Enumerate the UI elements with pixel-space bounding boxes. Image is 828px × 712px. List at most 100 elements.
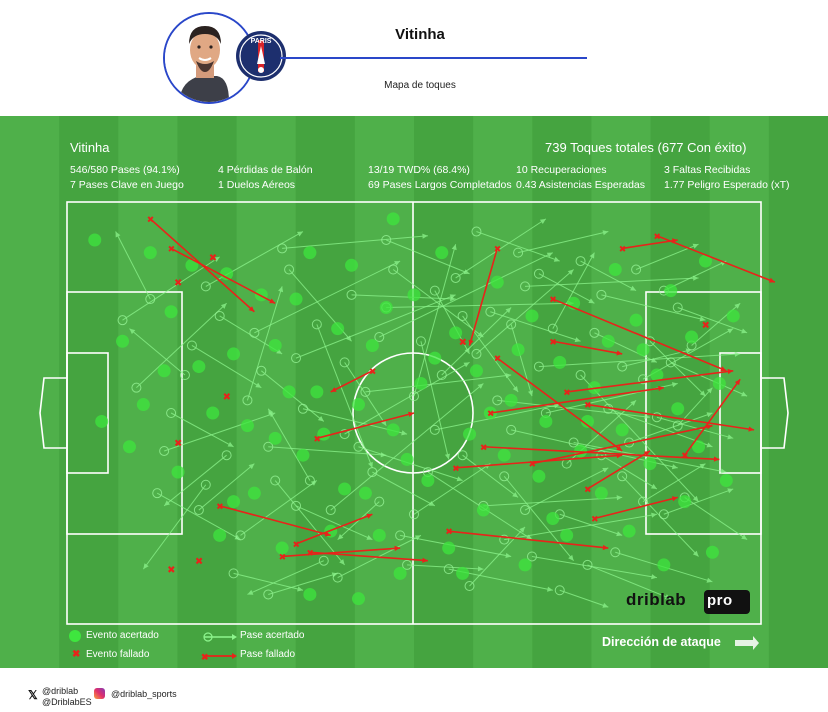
x-handle-primary[interactable]: @driblab (42, 686, 79, 696)
successful-pass-head (526, 534, 532, 540)
legend-event-fail-label: Evento fallado (86, 649, 150, 660)
failed-pass-head (671, 496, 678, 502)
successful-event-point (331, 322, 345, 336)
successful-pass-start (520, 281, 531, 292)
stat-passes: 546/580 Pases (94.1%) (70, 164, 180, 176)
successful-event-point (88, 233, 102, 247)
successful-pass (624, 412, 713, 448)
successful-pass-shaft (525, 277, 699, 287)
successful-pass (672, 302, 748, 334)
successful-pass (492, 395, 651, 420)
stat-expected-threat: 1.77 Peligro Esperado (xT) (664, 179, 790, 191)
failed-passes-layer: ✖ ✖ ✖ ✖ ✖ ✖ ✖ ✖ ✖ ✖ ✖ ✖ ✖ ✖ ✖ ✖ ✖ ✖ ✖ ✖ ✖ ✖ ✖ ✖ (147, 215, 776, 563)
successful-pass-shaft (434, 290, 470, 355)
successful-event-point (518, 558, 532, 572)
successful-pass (575, 256, 637, 292)
instagram-handle[interactable]: @driblab_sports (111, 689, 177, 699)
successful-pass-head (519, 526, 525, 533)
successful-pass-head (699, 316, 706, 322)
successful-pass-head (699, 463, 706, 469)
failed-pass-head (248, 306, 255, 312)
failed-event-point: ✖ (223, 392, 231, 403)
successful-pass-head (602, 602, 609, 608)
successful-pass (388, 264, 484, 338)
successful-pass (485, 306, 581, 343)
successful-event-point (192, 360, 206, 374)
successful-pass-head (477, 383, 484, 389)
pitch-stripe (532, 116, 592, 668)
successful-pass-start (374, 496, 385, 507)
successful-pass-start (395, 530, 406, 541)
successful-pass-start (311, 319, 322, 330)
successful-pass-head (539, 218, 546, 224)
successful-pass-start (513, 247, 524, 258)
successful-pass-start (471, 226, 482, 237)
failed-pass-head (616, 445, 623, 451)
attack-direction-label: Dirección de ataque (602, 635, 721, 649)
successful-event-point (664, 284, 678, 298)
social-footer: 𝕏 @driblab @DriblabES @driblab_sports (0, 668, 828, 712)
successful-pass-head (456, 476, 463, 482)
failed-pass-head (720, 366, 727, 372)
successful-pass (166, 408, 234, 448)
successful-pass (457, 450, 519, 498)
successful-pass-head (337, 534, 344, 540)
successful-event-point (657, 558, 671, 572)
successful-pass-shaft (504, 513, 657, 541)
successful-pass (520, 275, 699, 292)
successful-pass-start (610, 547, 621, 558)
successful-pass-head (422, 233, 428, 239)
successful-pass-head (692, 243, 699, 249)
successful-event-point (386, 212, 400, 226)
successful-event-point (636, 343, 650, 357)
successful-pass-start (270, 475, 281, 486)
successful-pass-start (533, 268, 544, 279)
successful-pass (129, 328, 190, 381)
successful-pass-head (444, 453, 450, 460)
successful-pass (658, 488, 734, 520)
successful-pass-shaft (295, 294, 456, 359)
failed-pass-start: ✖ (168, 245, 176, 255)
successful-pass-head (528, 390, 533, 397)
successful-event-point (525, 309, 539, 323)
successful-pass-head (164, 500, 170, 506)
successful-pass-shaft (386, 302, 574, 308)
x-handle-secondary[interactable]: @DriblabES (42, 697, 92, 707)
successful-pass-start (443, 564, 454, 575)
successful-pass-start (582, 559, 593, 570)
failed-pass-start: ✖ (653, 232, 661, 242)
successful-event-point (643, 457, 657, 471)
successful-event-point (726, 309, 740, 323)
successful-pass-head (317, 416, 324, 422)
successful-pass-shaft (330, 383, 484, 511)
failed-pass-start: ✖ (293, 540, 301, 550)
successful-pass-head (463, 269, 470, 275)
successful-pass-head (414, 535, 421, 541)
successful-pass-start (193, 505, 204, 516)
successful-pass-start (117, 315, 128, 326)
failed-pass-head (616, 350, 623, 356)
successful-pass-head (616, 531, 623, 537)
successful-pass-head (339, 559, 345, 565)
successful-pass (311, 319, 373, 469)
successful-pass (450, 218, 547, 283)
pitch-stripe (0, 116, 60, 668)
successful-pass-start (166, 408, 177, 418)
failed-pass: ✖ (494, 355, 623, 452)
successful-pass-head (213, 256, 220, 262)
failed-pass-head (713, 456, 720, 462)
failed-pass: ✖ (468, 245, 501, 346)
successful-event-point (351, 592, 365, 606)
successful-pass-shaft (136, 302, 227, 389)
successful-pass-shaft (642, 463, 706, 503)
failed-pass: ✖ (330, 367, 376, 393)
successful-pass (596, 450, 658, 490)
pitch-stripe (295, 116, 356, 668)
successful-pass (193, 463, 255, 516)
successful-pass-head (477, 566, 484, 572)
successful-pass-start (554, 585, 565, 596)
failed-event-point: ✖ (167, 565, 175, 576)
successful-event-point (490, 275, 504, 289)
successful-event-point (414, 376, 428, 390)
failed-pass-head (644, 451, 650, 456)
